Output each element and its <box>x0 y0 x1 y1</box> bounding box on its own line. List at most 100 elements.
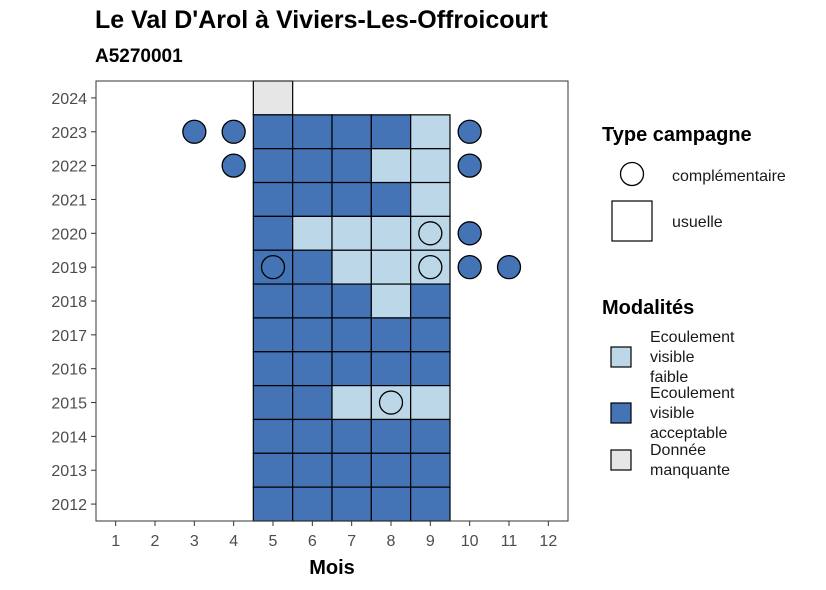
y-tick-label-2018: 2018 <box>51 294 87 311</box>
tile-2023-6 <box>292 114 333 150</box>
tile-2016-6 <box>292 351 333 387</box>
point-2023-10 <box>457 119 482 144</box>
point-2019-11 <box>496 255 522 280</box>
tile-2012-8 <box>370 486 412 522</box>
tile-2015-9 <box>410 385 451 421</box>
x-tick-label-12: 12 <box>539 533 557 550</box>
tile-2022-6 <box>292 148 333 184</box>
tile-2016-5 <box>252 351 294 387</box>
tile-2020-6 <box>292 215 333 251</box>
tile-2013-8 <box>370 452 412 488</box>
legend-label-complementaire: complémentaire <box>672 168 786 185</box>
x-tick-label-7: 7 <box>347 533 356 550</box>
x-tick-label-6: 6 <box>308 533 317 550</box>
legend-label-ecoulement-visible-faible-line-2: visible <box>650 349 695 366</box>
tile-2023-9 <box>410 114 451 150</box>
tile-2017-7 <box>331 317 372 353</box>
legend-label-ecoulement-visible-acceptable-line-1: Ecoulement <box>650 385 735 402</box>
tile-2019-8 <box>370 249 412 285</box>
tile-2015-6 <box>292 385 333 421</box>
x-tick-label-9: 9 <box>426 533 435 550</box>
complementaire-points <box>182 119 522 415</box>
tile-2019-6 <box>292 249 333 285</box>
y-tick-label-2021: 2021 <box>51 192 87 209</box>
y-tick-label-2019: 2019 <box>51 260 87 277</box>
tile-2012-6 <box>292 486 333 522</box>
legend-label-ecoulement-visible-acceptable-line-3: acceptable <box>650 425 727 442</box>
point-2019-5 <box>260 255 286 280</box>
tile-2015-5 <box>252 385 294 421</box>
legend-label-usuelle: usuelle <box>672 214 723 231</box>
tile-2012-7 <box>331 486 372 522</box>
y-tick-label-2015: 2015 <box>51 396 87 413</box>
tile-2021-9 <box>410 181 451 217</box>
tile-2021-5 <box>252 181 294 217</box>
tile-2023-8 <box>370 114 412 150</box>
tile-2012-9 <box>410 486 451 522</box>
y-tick-label-2012: 2012 <box>51 497 87 514</box>
legend-type-campagne: Type campagne complémentaire usuelle <box>602 124 786 242</box>
tile-2013-5 <box>252 452 294 488</box>
x-axis: 1 2 3 4 5 6 7 8 9 10 11 12 <box>111 521 557 550</box>
legend-label-donnee-manquante-line-1: Donnée <box>650 442 706 459</box>
tile-2012-5 <box>252 486 294 522</box>
tile-2021-6 <box>292 181 333 217</box>
legend-type-title: Type campagne <box>602 124 752 146</box>
tile-2017-9 <box>410 317 451 353</box>
y-axis: 2012 2013 2014 2015 2016 2017 2018 2019 2020 2021… <box>51 91 96 514</box>
tile-2018-7 <box>331 283 372 319</box>
tile-2022-7 <box>331 148 372 184</box>
x-tick-label-4: 4 <box>229 533 238 550</box>
legend-label-ecoulement-visible-acceptable-line-2: visible <box>650 405 695 422</box>
x-axis-title: Mois <box>309 557 355 579</box>
point-2020-9 <box>418 221 443 246</box>
x-tick-label-2: 2 <box>151 533 160 550</box>
point-2023-3 <box>182 119 207 144</box>
tile-2018-5 <box>252 283 294 319</box>
legend-label-ecoulement-visible-faible-line-1: Ecoulement <box>650 329 735 346</box>
usuelle-tiles <box>252 80 451 522</box>
tile-2023-5 <box>252 114 294 150</box>
point-2019-9 <box>418 255 443 280</box>
legend-key-usuelle <box>611 200 653 242</box>
y-tick-label-2014: 2014 <box>51 429 87 446</box>
x-tick-label-10: 10 <box>461 533 479 550</box>
legend-label-ecoulement-visible-faible-line-3: faible <box>650 369 688 386</box>
tile-2016-9 <box>410 351 451 387</box>
x-tick-label-3: 3 <box>190 533 199 550</box>
point-2022-10 <box>457 153 482 178</box>
point-2019-10 <box>457 255 482 280</box>
legend-modalites-title: Modalités <box>602 297 694 319</box>
x-tick-label-1: 1 <box>111 533 120 550</box>
tile-2020-7 <box>331 215 372 251</box>
tile-2023-7 <box>331 114 372 150</box>
tile-2021-8 <box>370 181 412 217</box>
tile-2018-8 <box>370 283 412 319</box>
tile-2020-5 <box>252 215 294 251</box>
tile-2017-8 <box>370 317 412 353</box>
tile-2014-7 <box>331 418 372 454</box>
tile-2024-5 <box>252 80 294 116</box>
legend-modalites: ModalitésEcoulementvisiblefaibleEcouleme… <box>602 297 735 479</box>
x-tick-label-8: 8 <box>387 533 396 550</box>
legend-key-donnee-manquante <box>610 449 632 471</box>
chart-subtitle: A5270001 <box>95 46 183 67</box>
tile-2015-7 <box>331 385 372 421</box>
y-tick-label-2020: 2020 <box>51 226 87 243</box>
chart-title: Le Val D'Arol à Viviers-Les-Offroicourt <box>95 6 548 34</box>
tile-2014-9 <box>410 418 451 454</box>
tile-2014-8 <box>370 418 412 454</box>
tile-2020-8 <box>370 215 412 251</box>
tile-2022-8 <box>370 148 412 184</box>
y-tick-label-2022: 2022 <box>51 159 87 176</box>
legend-label-donnee-manquante-line-2: manquante <box>650 462 730 479</box>
legend-key-ecoulement-visible-acceptable <box>610 402 632 424</box>
tile-2014-6 <box>292 418 333 454</box>
point-2020-10 <box>457 221 482 246</box>
legend-key-complementaire <box>619 161 645 187</box>
tile-2021-7 <box>331 181 372 217</box>
tile-2018-6 <box>292 283 333 319</box>
tile-2014-5 <box>252 418 294 454</box>
tile-2013-9 <box>410 452 451 488</box>
